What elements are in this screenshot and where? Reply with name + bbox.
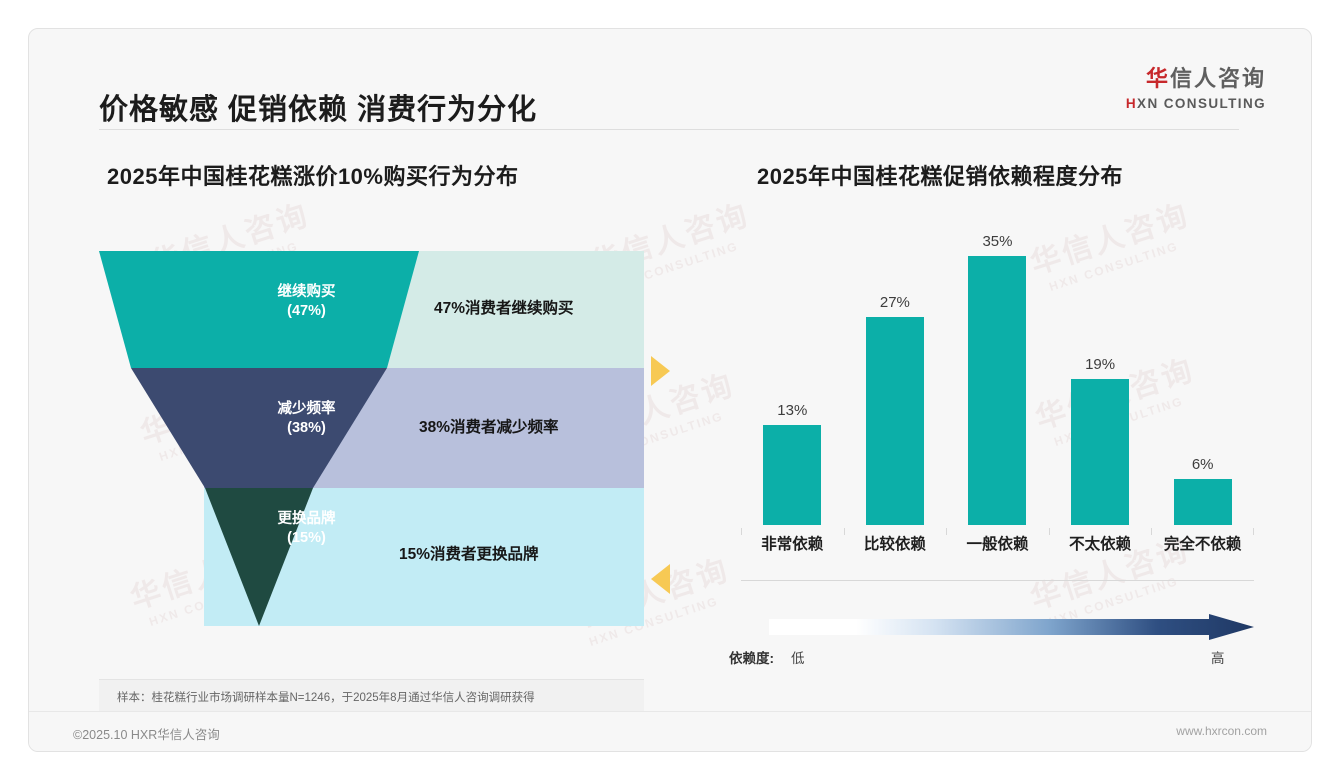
bar-value-label: 6% bbox=[1191, 456, 1214, 473]
title-divider bbox=[99, 129, 1239, 130]
funnel-stage-1-name: 继续购买 bbox=[277, 284, 336, 300]
axis-tick bbox=[1253, 528, 1254, 535]
axis-tick bbox=[946, 528, 948, 535]
bar-value-label: 19% bbox=[1085, 356, 1116, 373]
funnel-chart: 继续购买 (47%) 47%消费者继续购买 减少频率 (38%) 38%消费者减… bbox=[99, 251, 644, 626]
triangle-left-icon bbox=[651, 564, 670, 594]
legend-high-label: 高 bbox=[1211, 651, 1225, 666]
x-axis-label: 不太依赖 bbox=[1069, 536, 1132, 553]
funnel-stage-3-value: (15%) bbox=[287, 530, 326, 547]
logo-en-rest: XN CONSULTING bbox=[1137, 96, 1266, 111]
header: 价格敏感 促销依赖 消费行为分化 华信人咨询 HXN CONSULTING bbox=[29, 29, 1311, 130]
footer-website[interactable]: www.hxrcon.com bbox=[1176, 724, 1267, 738]
bar-不太依赖[interactable] bbox=[1071, 379, 1130, 525]
x-axis-label: 非常依赖 bbox=[761, 536, 824, 553]
funnel-stage-3-note: 15%消费者更换品牌 bbox=[399, 546, 539, 563]
page-title: 价格敏感 促销依赖 消费行为分化 bbox=[99, 94, 538, 126]
left-chart-title: 2025年中国桂花糕涨价10%购买行为分布 bbox=[107, 164, 519, 189]
logo-chinese-text: 华信人咨询 bbox=[1126, 61, 1266, 93]
company-logo: 华信人咨询 HXN CONSULTING bbox=[1126, 61, 1266, 111]
dependency-gradient-legend: 依赖度: 低 高 bbox=[729, 614, 1254, 674]
bar-value-label: 27% bbox=[879, 294, 910, 311]
axis-tick bbox=[1048, 528, 1050, 535]
funnel-stage-3-shape bbox=[205, 488, 313, 626]
bar-plot-area: 13% 27% 35% 19% 6% bbox=[741, 233, 1254, 526]
dependency-bar-chart: 13% 27% 35% 19% 6% bbox=[729, 233, 1254, 581]
gradient-arrow-icon bbox=[769, 614, 1254, 640]
funnel-stage-3[interactable]: 更换品牌 (15%) 15%消费者更换品牌 bbox=[99, 488, 644, 626]
legend-title: 依赖度: bbox=[729, 651, 774, 666]
logo-english-text: HXN CONSULTING bbox=[1126, 96, 1266, 111]
funnel-stage-2[interactable]: 减少频率 (38%) 38%消费者减少频率 bbox=[99, 368, 644, 488]
funnel-stage-3-label: 更换品牌 (15%) bbox=[219, 510, 394, 548]
axis-tick bbox=[843, 528, 845, 535]
logo-en-accent: H bbox=[1125, 96, 1138, 111]
funnel-stage-2-name: 减少频率 bbox=[277, 401, 336, 417]
bar-value-label: 35% bbox=[982, 233, 1013, 250]
axis-tick bbox=[741, 528, 742, 535]
bar-column[interactable]: 19% bbox=[1049, 250, 1152, 525]
triangle-right-icon bbox=[651, 356, 670, 386]
funnel-stage-2-label: 减少频率 (38%) bbox=[219, 400, 394, 438]
funnel-stage-2-note: 38%消费者减少频率 bbox=[419, 419, 559, 436]
x-axis-ticks bbox=[741, 526, 1254, 535]
legend-low-label: 低 bbox=[791, 651, 805, 666]
bar-column[interactable]: 35% bbox=[946, 233, 1049, 525]
funnel-stage-2-shape bbox=[131, 368, 387, 488]
funnel-stage-1[interactable]: 继续购买 (47%) 47%消费者继续购买 bbox=[99, 251, 644, 368]
sample-footnote-text: 样本：桂花糕行业市场调研样本量N=1246，于2025年8月通过华信人咨询调研获… bbox=[117, 691, 535, 704]
logo-cn-rest: 信人咨询 bbox=[1169, 66, 1266, 91]
bar-column[interactable]: 27% bbox=[844, 250, 947, 525]
footer-copyright: ©2025.10 HXR华信人咨询 bbox=[73, 728, 220, 742]
funnel-stage-1-value: (47%) bbox=[287, 303, 326, 320]
right-chart-panel: 2025年中国桂花糕促销依赖程度分布 13% 27% 35% 19% bbox=[709, 159, 1254, 679]
bar-value-label: 13% bbox=[777, 402, 808, 419]
left-chart-panel: 2025年中国桂花糕涨价10%购买行为分布 继续购买 (47%) 47%消费者继… bbox=[99, 159, 644, 679]
slide-footer: ©2025.10 HXR华信人咨询 www.hxrcon.com bbox=[29, 711, 1311, 751]
funnel-stage-2-value: (38%) bbox=[287, 420, 326, 437]
x-axis-label: 一般依赖 bbox=[966, 536, 1029, 553]
right-chart-title: 2025年中国桂花糕促销依赖程度分布 bbox=[757, 164, 1123, 189]
funnel-stage-1-shape bbox=[99, 251, 419, 368]
bar-一般依赖[interactable] bbox=[968, 256, 1027, 525]
x-axis-labels: 非常依赖 比较依赖 一般依赖 不太依赖 完全不依赖 bbox=[741, 532, 1254, 560]
bar-比较依赖[interactable] bbox=[865, 317, 924, 525]
funnel-stage-3-name: 更换品牌 bbox=[277, 511, 336, 527]
bar-非常依赖[interactable] bbox=[763, 425, 822, 525]
bar-完全不依赖[interactable] bbox=[1173, 479, 1232, 525]
funnel-stage-1-label: 继续购买 (47%) bbox=[219, 283, 394, 321]
axis-tick bbox=[1151, 528, 1153, 535]
sample-footnote: 样本：桂花糕行业市场调研样本量N=1246，于2025年8月通过华信人咨询调研获… bbox=[99, 679, 644, 713]
x-axis-label: 比较依赖 bbox=[863, 536, 926, 553]
x-axis-label: 完全不依赖 bbox=[1163, 536, 1242, 553]
bar-column[interactable]: 6% bbox=[1151, 250, 1254, 525]
funnel-stage-1-note: 47%消费者继续购买 bbox=[434, 300, 574, 317]
bar-column[interactable]: 13% bbox=[741, 250, 844, 525]
x-axis-line bbox=[741, 580, 1254, 581]
logo-cn-accent: 华 bbox=[1145, 66, 1170, 91]
